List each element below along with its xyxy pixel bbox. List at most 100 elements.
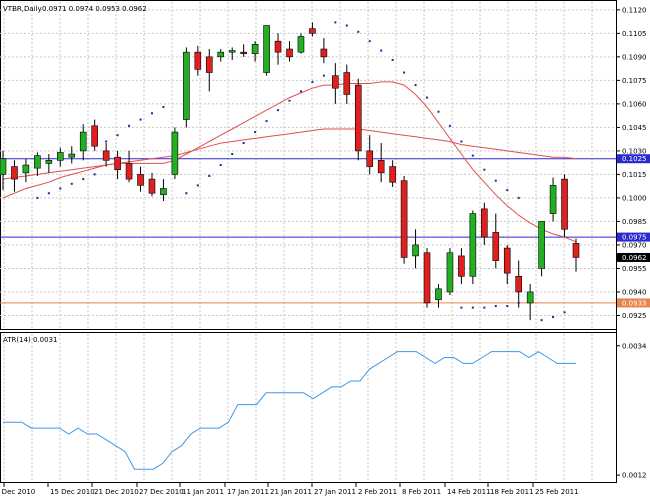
atr-label: ATR(14) 0.0031 — [3, 336, 57, 344]
sar-dot-3 — [70, 182, 73, 185]
price-tick-label-6: 0.1030 — [622, 147, 647, 155]
sar-dot-2 — [59, 187, 62, 190]
price-tick-label-13: 0.0925 — [622, 312, 647, 320]
candle-body — [263, 25, 270, 73]
sar-dot-0 — [36, 196, 39, 199]
candle-43 — [492, 213, 500, 269]
candle-body — [45, 159, 53, 164]
candle-body — [538, 221, 545, 269]
date-tick-label-5: 17 Jan 2011 — [227, 488, 269, 496]
candle-20 — [228, 47, 236, 60]
candle-0 — [0, 150, 7, 191]
candle-30 — [343, 64, 351, 104]
sar-dot-11 — [162, 106, 165, 109]
candle-13 — [148, 172, 156, 197]
sar-dot-8 — [128, 124, 131, 127]
candle-32 — [366, 135, 374, 175]
candle-body — [137, 174, 144, 186]
price-tick-label-4: 0.1060 — [622, 100, 647, 108]
candle-body — [400, 180, 408, 258]
price-label-text: 0.0933 — [622, 299, 647, 307]
candle-26 — [297, 33, 305, 54]
candle-body — [102, 150, 110, 161]
atr-grid — [3, 334, 593, 481]
candle-37 — [423, 248, 431, 308]
candle-body — [0, 158, 7, 175]
price-label-text: 0.1025 — [622, 155, 647, 163]
candle-35 — [400, 175, 408, 264]
candle-6 — [68, 146, 76, 164]
candle-10 — [114, 150, 121, 180]
sar-dot-15 — [219, 164, 222, 166]
candle-33 — [377, 143, 385, 183]
horizontal-levels — [0, 158, 616, 304]
sar-dot-50 — [563, 311, 566, 314]
candle-body — [148, 178, 156, 194]
date-tick-label-9: 8 Feb 2011 — [402, 488, 441, 496]
date-tick-label-10: 14 Feb 2011 — [447, 488, 491, 496]
moving-averages — [2, 81, 577, 243]
date-tick-label-4: 11 Jan 2011 — [182, 488, 224, 496]
candle-body — [446, 252, 454, 293]
sar-dot-25 — [334, 21, 337, 24]
sar-dot-5 — [93, 173, 96, 176]
candle-38 — [435, 284, 442, 308]
ma-fast-line — [2, 81, 577, 243]
candle-24 — [274, 33, 282, 65]
sar-dot-4 — [82, 178, 85, 181]
candle-39 — [446, 248, 454, 296]
price-tick-label-0: 0.1120 — [622, 6, 647, 14]
sar-dot-38 — [483, 168, 486, 171]
candle-body — [481, 208, 488, 238]
candle-body — [297, 36, 305, 53]
atr-tick-label-0: 0.0034 — [622, 342, 647, 350]
price-label-text: 0.0962 — [622, 254, 647, 262]
sar-dot-19 — [265, 120, 268, 123]
date-tick-label-8: 2 Feb 2011 — [358, 488, 397, 496]
sar-dot-32 — [414, 84, 417, 87]
candle-body — [228, 50, 236, 53]
sar-dot-21 — [288, 99, 291, 102]
date-tick-label-6: 21 Jan 2011 — [270, 488, 312, 496]
candle-22 — [251, 41, 259, 62]
candle-body — [492, 232, 500, 261]
sar-dot-14 — [208, 174, 211, 177]
price-tick-label-3: 0.1075 — [622, 77, 647, 85]
candle-body — [286, 48, 293, 58]
candle-50 — [572, 238, 580, 272]
candle-body — [91, 125, 98, 147]
candle-4 — [45, 154, 53, 173]
sar-dot-46 — [506, 305, 509, 308]
price-tick-label-2: 0.1090 — [622, 53, 647, 61]
candle-9 — [102, 143, 110, 167]
candle-21 — [240, 44, 247, 57]
candle-41 — [469, 210, 477, 285]
sar-dot-44 — [483, 306, 486, 309]
sar-dot-27 — [357, 30, 360, 33]
price-label-1: 0.0975 — [617, 232, 650, 242]
date-tick-label-3: 27 Dec 2010 — [139, 488, 184, 496]
candle-body — [503, 247, 511, 274]
candle-8 — [91, 119, 98, 151]
price-label-box — [617, 252, 650, 262]
candle-body — [160, 188, 167, 196]
sar-dot-9 — [139, 118, 142, 121]
candle-body — [469, 213, 477, 277]
sar-dot-18 — [254, 131, 257, 134]
candle-body — [274, 40, 282, 53]
candle-body — [34, 155, 41, 169]
candle-body — [515, 275, 523, 293]
candle-7 — [79, 124, 87, 161]
price-label-3: 0.0933 — [617, 298, 650, 308]
candle-40 — [458, 248, 465, 285]
date-tick-label-2: 21 Dec 2010 — [94, 488, 139, 496]
sar-dot-16 — [231, 153, 234, 156]
parabolic-sar — [36, 21, 566, 322]
sar-dot-29 — [380, 49, 383, 52]
candle-5 — [56, 147, 64, 167]
candle-body — [309, 28, 316, 34]
candle-3 — [34, 152, 41, 176]
sar-dot-48 — [540, 319, 543, 322]
candle-body — [56, 152, 64, 161]
sar-dot-43 — [471, 306, 474, 309]
